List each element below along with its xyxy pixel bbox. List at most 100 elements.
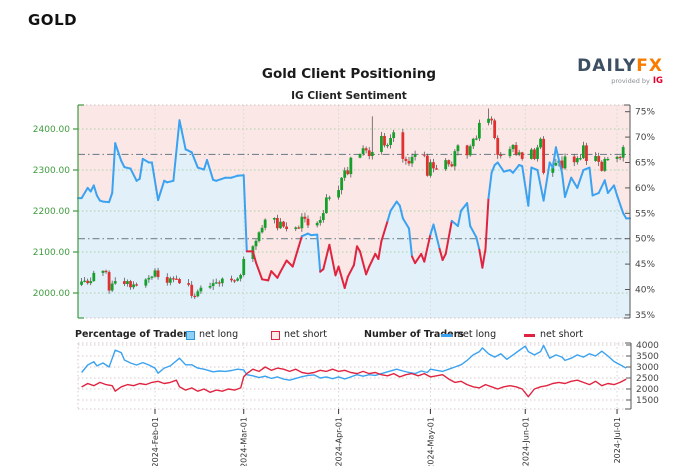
sentiment-pct-line	[450, 219, 459, 227]
candle-body	[383, 135, 386, 146]
dailyfx-logo: DAILYFX provided by IG	[577, 58, 663, 86]
candle-body	[468, 146, 472, 156]
candle-body	[199, 287, 203, 292]
candle-body	[474, 138, 478, 140]
candle-body	[328, 197, 331, 199]
candle-body	[193, 295, 197, 298]
candle-body	[367, 150, 371, 157]
sentiment-pct-line	[484, 197, 490, 250]
count-tick-label: 1500	[636, 396, 659, 406]
count-tick-label: 2000	[636, 385, 659, 395]
sentiment-pct-line	[129, 167, 138, 182]
sentiment-pct-line	[120, 160, 126, 169]
candle-body	[542, 138, 546, 173]
candle-body	[217, 282, 221, 284]
chart-title: Gold Client Positioning	[261, 66, 437, 82]
candle-body	[297, 227, 301, 229]
candle-body	[496, 138, 500, 155]
candle-body	[447, 160, 451, 165]
candle-body	[407, 160, 411, 164]
sentiment-pct-line	[606, 184, 615, 194]
candle-body	[380, 135, 383, 152]
date-tick-label: 2024-May-01	[426, 417, 435, 466]
candle-body	[107, 272, 111, 291]
sentiment-pct-line	[178, 119, 187, 151]
candle-body	[508, 149, 512, 157]
date-tick-label: 2024-Jun-01	[521, 417, 530, 466]
sentiment-pct-line	[475, 236, 481, 251]
candle-body	[282, 221, 285, 227]
sentiment-pct-line	[352, 245, 358, 267]
candle-body	[86, 280, 90, 284]
candle-body	[315, 222, 319, 226]
sentiment-pct-line	[466, 202, 472, 227]
candle-body	[171, 278, 175, 280]
candle-body	[615, 156, 619, 159]
sentiment-pct-line	[230, 174, 239, 179]
sentiment-pct-line	[496, 161, 505, 173]
sentiment-pct-line	[114, 142, 123, 162]
candle-body	[129, 281, 132, 288]
sentiment-pct-line	[172, 119, 181, 182]
candle-body	[126, 281, 129, 284]
sentiment-pct-line	[102, 200, 111, 204]
candle-body	[92, 272, 96, 282]
sentiment-pct-line	[423, 233, 432, 263]
candle-body	[303, 216, 307, 219]
candle-body	[321, 213, 325, 221]
candle-body	[239, 274, 243, 279]
candle-body	[487, 118, 490, 123]
sentiment-pct-line	[551, 146, 557, 169]
candle-body	[422, 154, 426, 156]
sentiment-pct-line	[432, 223, 441, 250]
sentiment-pct-line	[166, 179, 175, 184]
sentiment-pct-line	[251, 250, 257, 264]
price-tick-label: 2400.00	[33, 125, 70, 135]
count-tick-label: 3500	[636, 352, 659, 362]
candle-body	[300, 216, 304, 229]
pct-tick-label: 60%	[635, 184, 655, 194]
sentiment-pct-line	[337, 265, 346, 289]
sentiment-pct-line	[597, 179, 606, 194]
sentiment-pct-line	[359, 250, 368, 276]
sentiment-pct-line	[215, 176, 227, 182]
candle-body	[499, 154, 503, 157]
candle-body	[471, 138, 475, 147]
sentiment-pct-line	[236, 174, 245, 177]
sentiment-pct-line	[487, 171, 493, 200]
candle-body	[263, 219, 267, 228]
count-net-long-dash-icon	[441, 334, 452, 337]
candle-body	[520, 152, 524, 159]
candle-body	[208, 286, 212, 288]
candle-body	[514, 144, 518, 155]
sentiment-pct-line	[401, 217, 410, 230]
candle-body	[337, 190, 340, 198]
date-tick-label: 2024-Apr-01	[335, 417, 344, 466]
candle-body	[214, 282, 218, 284]
candle-body	[563, 156, 567, 169]
candle-body	[477, 122, 481, 139]
candle-body	[425, 155, 429, 176]
count-tick-label: 4000	[636, 341, 659, 351]
candle-body	[370, 151, 374, 157]
candle-body	[230, 278, 233, 281]
sentiment-pct-line	[380, 219, 389, 243]
pct-tick-label: 70%	[635, 133, 655, 143]
sentiment-pct-line	[570, 176, 579, 189]
sentiment-pct-line	[469, 225, 478, 239]
candle-body	[89, 281, 93, 284]
date-tick-label: 2024-Feb-01	[151, 417, 160, 466]
price-tick-label: 2000.00	[33, 289, 70, 299]
sentiment-pct-line	[542, 161, 551, 202]
date-tick-label: 2024-Jul-01	[613, 417, 622, 463]
candle-body	[551, 165, 555, 173]
candle-body	[236, 278, 240, 281]
candle-body	[386, 144, 389, 147]
candle-body	[539, 138, 542, 148]
sentiment-pct-line	[157, 179, 166, 202]
candle-body	[318, 220, 322, 223]
pct-net-long-swatch-icon	[186, 331, 195, 340]
legend-count-net-short: net short	[540, 329, 584, 340]
candle-body	[343, 170, 347, 178]
